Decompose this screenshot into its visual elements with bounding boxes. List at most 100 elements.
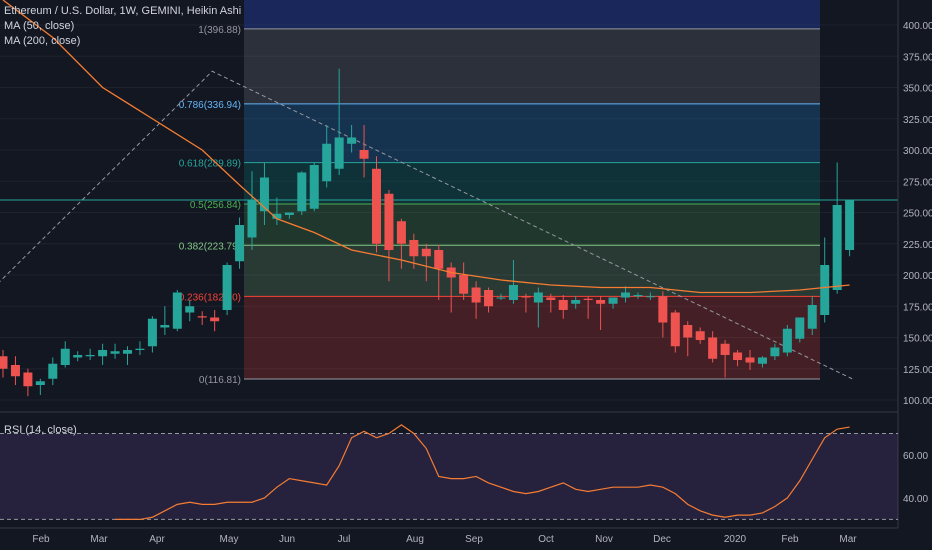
candle-body-61 xyxy=(757,357,767,364)
price-tick-label-8: 300.00 xyxy=(903,146,932,157)
candle-body-60 xyxy=(745,357,755,363)
candle-body-6 xyxy=(73,355,83,358)
candle-body-56 xyxy=(695,331,705,340)
candle-body-57 xyxy=(708,337,718,359)
fib-label-3: 0.5(256.84) xyxy=(190,200,241,211)
price-tick-label-4: 200.00 xyxy=(903,271,932,282)
time-tick-label-0: Feb xyxy=(32,534,50,545)
fib-label-2: 0.618(289.89) xyxy=(179,159,241,170)
candle-body-29 xyxy=(359,150,369,159)
time-tick-label-5: Jul xyxy=(338,534,351,545)
candle-body-7 xyxy=(85,355,95,357)
candle-body-50 xyxy=(621,292,630,298)
time-tick-label-10: Dec xyxy=(653,534,671,545)
candle-body-34 xyxy=(421,248,431,257)
candle-body-18 xyxy=(222,265,232,310)
candle-body-20 xyxy=(247,200,257,238)
candle-body-4 xyxy=(48,363,58,379)
candle-body-63 xyxy=(782,328,792,353)
price-tick-label-10: 350.00 xyxy=(903,84,932,95)
candle-body-52 xyxy=(645,296,655,298)
candle-body-0 xyxy=(0,356,8,369)
candle-body-10 xyxy=(123,350,132,354)
fib-zone-4 xyxy=(244,245,820,297)
ma50-label: MA (50, close) xyxy=(4,20,75,32)
fib-label-4: 0.382(223.79) xyxy=(179,241,241,252)
candle-body-26 xyxy=(322,143,332,182)
candle-body-47 xyxy=(583,298,593,300)
candle-body-30 xyxy=(372,168,381,244)
candle-body-21 xyxy=(259,177,269,212)
price-tick-label-9: 325.00 xyxy=(903,115,932,126)
time-tick-label-12: Feb xyxy=(781,534,799,545)
candle-body-28 xyxy=(347,137,357,144)
candle-body-35 xyxy=(434,250,444,269)
candle-body-62 xyxy=(770,347,780,357)
candle-body-1 xyxy=(10,365,20,377)
time-tick-label-3: May xyxy=(220,534,239,545)
candle-body-59 xyxy=(733,352,743,360)
rsi-title: RSI (14, close) xyxy=(4,424,77,436)
candle-body-13 xyxy=(160,325,170,328)
candle-body-12 xyxy=(147,318,157,347)
candle-body-45 xyxy=(558,300,568,310)
price-tick-label-11: 375.00 xyxy=(903,52,932,63)
fib-zone-5 xyxy=(244,296,820,379)
chart-title: Ethereum / U.S. Dollar, 1W, GEMINI, Heik… xyxy=(4,5,242,17)
candle-body-67 xyxy=(832,205,842,290)
candle-body-55 xyxy=(683,325,693,338)
candle-body-37 xyxy=(459,275,469,294)
fib-zone-0 xyxy=(244,28,820,104)
candle-body-22 xyxy=(272,213,282,219)
candle-body-66 xyxy=(820,265,830,315)
candle-body-24 xyxy=(297,172,307,212)
candle-body-41 xyxy=(508,285,518,300)
candle-body-68 xyxy=(845,200,855,250)
time-tick-label-9: Nov xyxy=(595,534,613,545)
candle-body-58 xyxy=(720,343,730,355)
price-tick-label-7: 275.00 xyxy=(903,177,932,188)
candle-body-11 xyxy=(135,348,145,350)
ma50-line xyxy=(2,0,850,294)
time-tick-label-8: Oct xyxy=(538,534,554,545)
candle-body-44 xyxy=(546,297,556,300)
ma200-label: MA (200, close) xyxy=(4,35,81,47)
rsi-line xyxy=(115,424,850,521)
price-tick-label-6: 250.00 xyxy=(903,209,932,220)
candle-body-14 xyxy=(172,292,182,329)
candle-body-42 xyxy=(521,296,531,298)
candle-body-48 xyxy=(596,300,606,304)
candle-body-40 xyxy=(496,297,506,299)
candle-body-19 xyxy=(235,225,245,262)
time-tick-label-6: Aug xyxy=(406,534,424,545)
fib-zone-2 xyxy=(244,162,820,204)
fib-zone-3 xyxy=(244,203,820,246)
fib-top-band xyxy=(244,0,820,29)
fib-label-6: 0(116.81) xyxy=(199,375,241,386)
candle-body-17 xyxy=(210,317,220,322)
rsi-tick-label-0: 40.00 xyxy=(903,494,928,505)
price-tick-label-3: 175.00 xyxy=(903,302,932,313)
candle-body-31 xyxy=(384,193,394,250)
candle-body-23 xyxy=(284,212,294,215)
candle-body-16 xyxy=(197,316,207,318)
candle-body-54 xyxy=(670,312,680,347)
candle-body-27 xyxy=(334,137,344,169)
time-tick-label-11: 2020 xyxy=(724,534,747,545)
time-tick-label-4: Jun xyxy=(279,534,295,545)
rsi-tick-label-1: 60.00 xyxy=(903,451,928,462)
time-tick-label-13: Mar xyxy=(839,534,857,545)
candle-body-2 xyxy=(23,372,33,387)
candle-body-8 xyxy=(98,350,108,357)
candle-body-3 xyxy=(35,381,45,385)
candle-body-51 xyxy=(633,295,643,297)
candle-body-64 xyxy=(795,317,805,339)
price-tick-label-1: 125.00 xyxy=(903,365,932,376)
price-tick-label-0: 100.00 xyxy=(903,396,932,407)
candle-body-15 xyxy=(185,306,195,313)
trend-line xyxy=(0,70,853,380)
time-tick-label-7: Sep xyxy=(465,534,483,545)
candle-body-25 xyxy=(309,165,319,209)
